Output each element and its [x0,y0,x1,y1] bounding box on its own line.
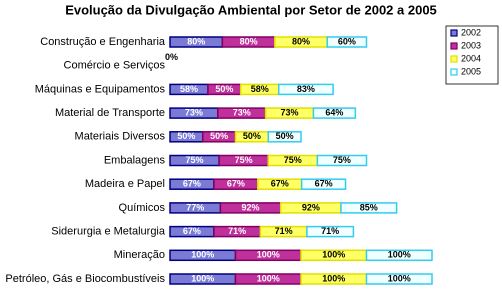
category-label: Máquinas e Equipamentos [35,83,166,95]
bar-segment [326,36,368,48]
category-label: Siderurgia e Metalurgia [51,226,166,238]
value-label: 83% [297,84,315,94]
value-label: 67% [271,179,289,189]
bar-segment [300,178,347,190]
value-label: 50% [276,131,294,141]
value-label: 75% [235,155,253,165]
value-label: 92% [242,202,260,212]
value-label: 71% [275,226,293,236]
bar-segment [316,154,368,167]
value-label: 64% [325,107,343,117]
legend-label: 2005 [461,66,481,76]
value-label: 75% [284,155,302,165]
value-label: 67% [183,226,201,236]
value-label: 60% [338,36,356,46]
value-label: 85% [360,202,378,212]
bar-segment [306,225,355,238]
value-label: 100% [388,250,411,260]
value-label: 100% [322,250,345,260]
value-label: 100% [257,273,280,283]
value-label: 100% [191,273,214,283]
value-label: 67% [183,179,201,189]
value-label: 50% [243,131,261,141]
value-label: 0% [165,52,178,62]
value-label: 73% [281,107,299,117]
bar-segment [340,202,398,214]
bar-segment [312,107,357,119]
bar-segment [277,83,334,96]
value-label: 100% [388,273,411,283]
value-label: 50% [215,84,233,94]
value-label: 80% [240,36,258,46]
value-label: 58% [251,84,269,94]
value-label: 92% [302,202,320,212]
legend-swatch [450,29,458,37]
value-label: 100% [257,250,280,260]
value-label: 75% [333,155,351,165]
category-label: Embalagens [104,154,166,166]
value-label: 58% [180,84,198,94]
value-label: 67% [227,179,245,189]
value-label: 67% [315,179,333,189]
value-label: 73% [185,107,203,117]
value-label: 80% [292,36,310,46]
value-label: 77% [186,202,204,212]
bar-segment [365,249,433,262]
chart-title: Evolução da Divulgação Ambiental por Set… [65,2,437,17]
bar-segment [365,273,433,285]
category-label: Construção e Engenharia [40,36,166,48]
legend-label: 2003 [461,40,481,50]
value-label: 75% [186,155,204,165]
category-label: Madeira e Papel [85,178,165,190]
category-label: Petróleo, Gás e Biocombustíveis [5,273,165,285]
value-label: 71% [321,226,339,236]
legend-swatch [450,68,458,76]
legend-swatch [450,42,458,50]
value-label: 71% [228,226,246,236]
legend-label: 2004 [461,53,481,63]
value-label: 100% [191,250,214,260]
value-label: 73% [233,107,251,117]
category-label: Químicos [119,202,166,214]
category-label: Mineração [114,249,165,261]
category-label: Material de Transporte [55,107,165,119]
value-label: 50% [210,131,228,141]
legend-label: 2002 [461,27,481,37]
value-label: 100% [322,273,345,283]
value-label: 80% [187,36,205,46]
legend-swatch [450,55,458,63]
bar-segment [267,131,302,143]
category-label: Comércio e Serviços [64,60,166,72]
category-label: Materiais Diversos [75,131,166,143]
value-label: 50% [177,131,195,141]
